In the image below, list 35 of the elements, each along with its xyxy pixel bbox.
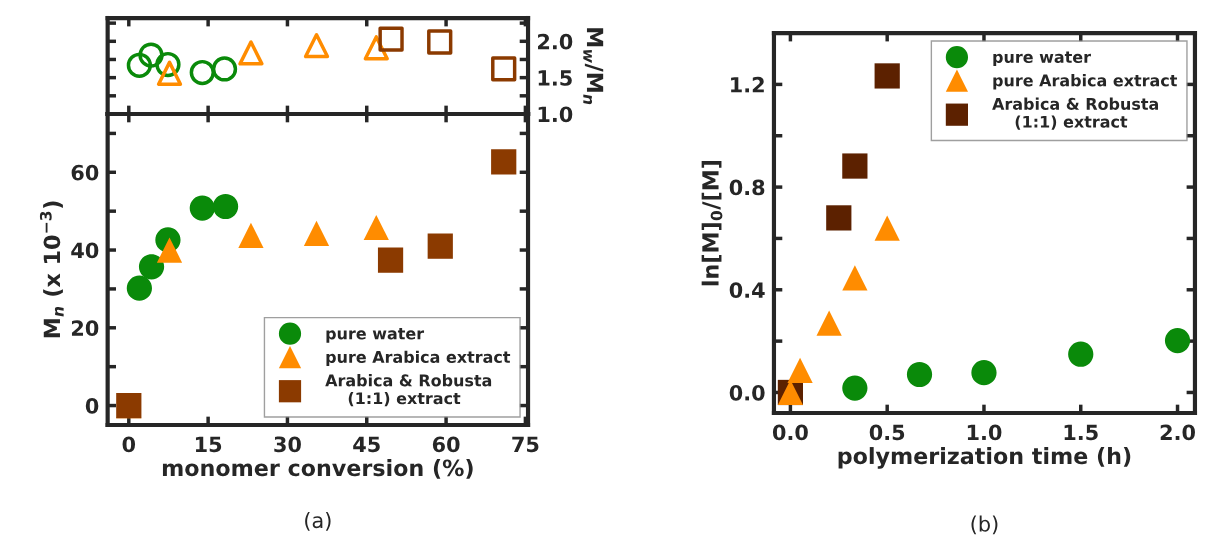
x-tick-label: 45: [353, 436, 380, 453]
x-tick-label: 60: [432, 436, 460, 453]
x-tick-label: 0.5: [869, 424, 905, 441]
x-tick-label: 0: [122, 436, 136, 453]
y-tick-label: 0.4: [729, 282, 765, 298]
legend-label: pure Arabica extract: [326, 350, 511, 367]
legend-label: pure water: [993, 51, 1091, 67]
x-tick-label: 0.0: [772, 424, 808, 441]
text: (b): [971, 515, 998, 535]
y-tick-label: 1.5: [538, 70, 572, 86]
legend-label: pure water: [326, 328, 425, 343]
y-axis-title: M$_{w}$/M$_{n}$: [583, 28, 604, 105]
y-tick-label: 2.0: [538, 33, 573, 50]
y-tick-label: 20: [71, 320, 99, 337]
x-tick-label: 30: [274, 436, 301, 453]
y-tick-label: 0.8: [729, 179, 765, 196]
y-tick-label: 60: [71, 164, 99, 181]
legend-label: Arabica & Robusta (1:1) extract: [325, 374, 492, 407]
x-axis-title: polymerization time (h): [838, 447, 1131, 469]
y-tick-label: 0: [85, 398, 99, 414]
y-tick-label: 0.0: [729, 384, 765, 401]
legend-label: pure Arabica extract: [993, 74, 1178, 90]
x-tick-label: 75: [512, 436, 539, 453]
x-axis-title: monomer conversion (%): [162, 459, 473, 479]
y-axis-title: M$_{n}$ (x 10$^{−3}$): [39, 201, 64, 338]
text: (a): [305, 512, 331, 531]
x-tick-label: 2.0: [1160, 424, 1195, 441]
y-tick-label: 40: [71, 242, 99, 259]
y-axis-title: ln[M]$_{0}$/[M]: [701, 161, 723, 286]
y-tick-label: 1.0: [538, 106, 573, 123]
y-tick-label: 1.2: [731, 76, 764, 93]
x-tick-label: 1.0: [967, 424, 1002, 441]
x-tick-label: 1.5: [1064, 424, 1098, 441]
legend-label: Arabica & Robusta (1:1) extract: [992, 97, 1159, 130]
x-tick-label: 15: [195, 436, 222, 453]
